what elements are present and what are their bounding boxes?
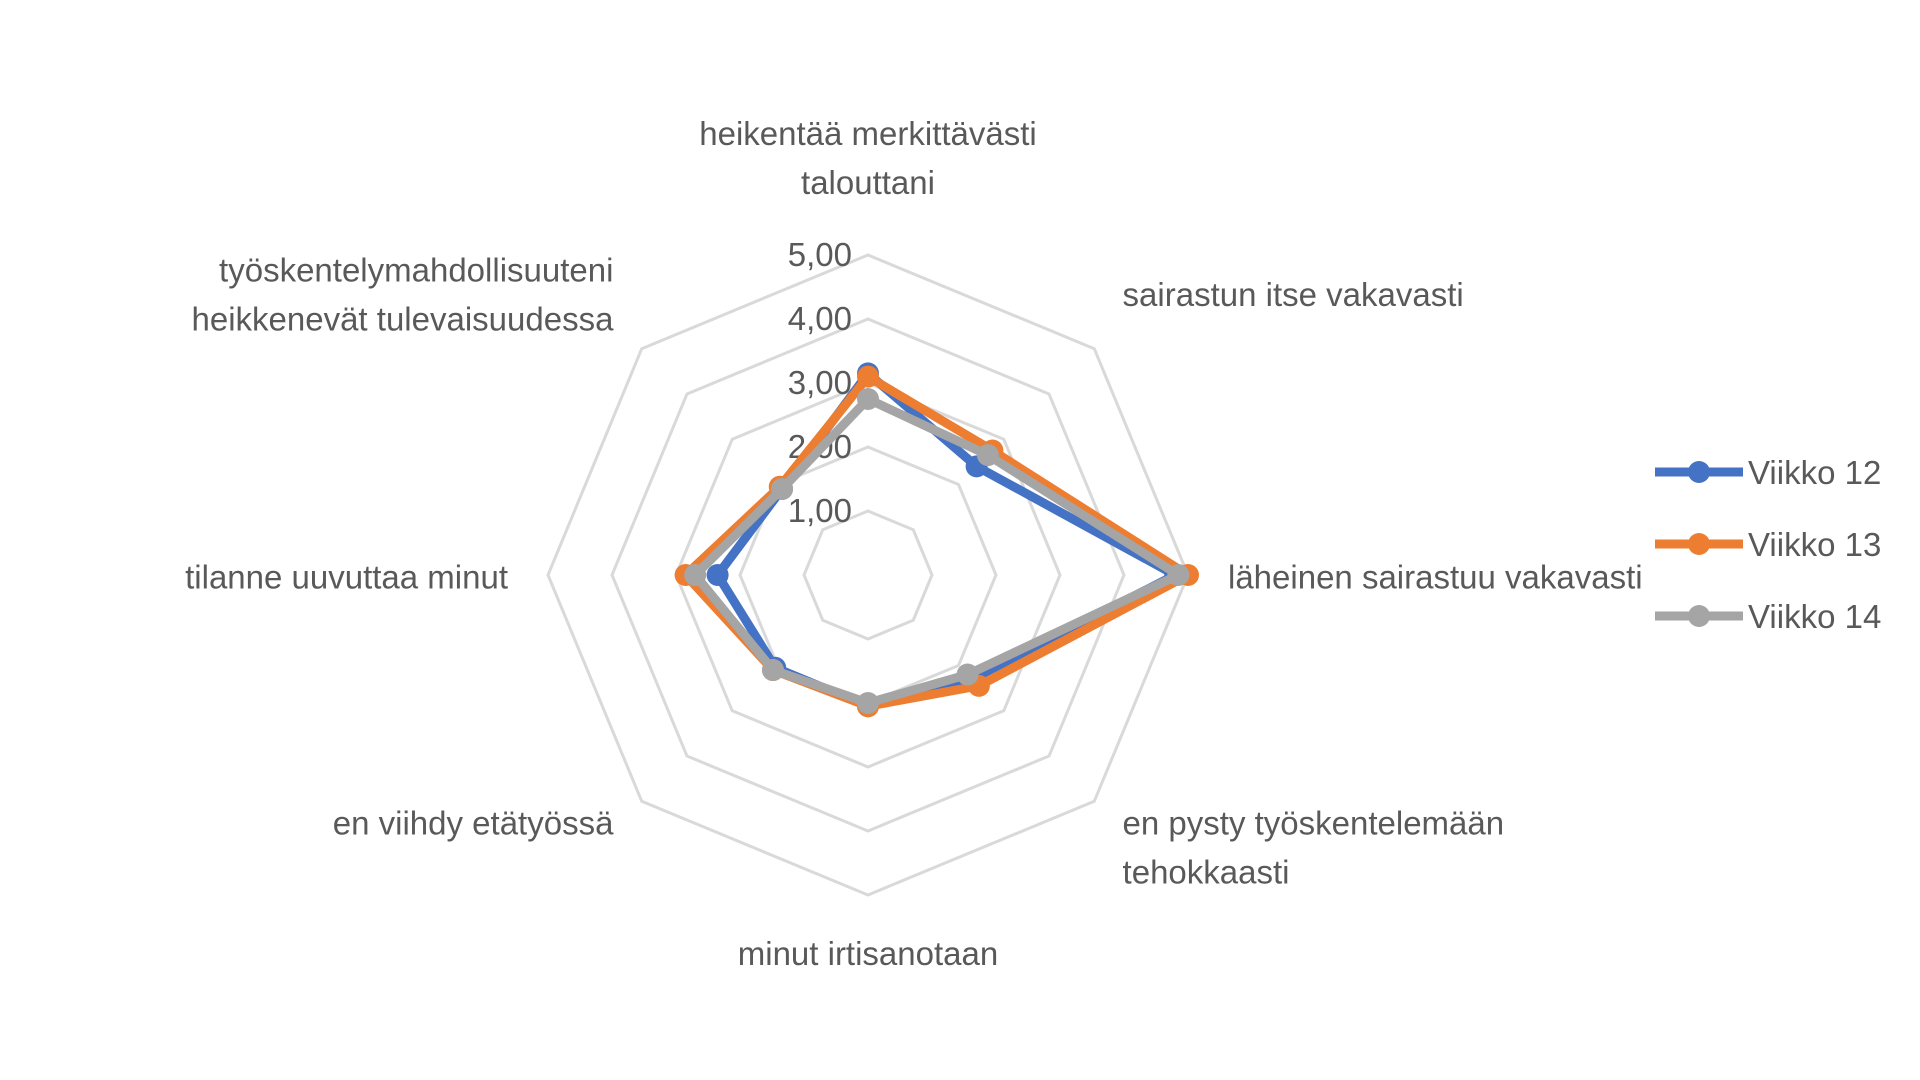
grid-ring-4	[610, 317, 1126, 833]
legend: Viikko 12 Viikko 13 Viikko 14	[1655, 454, 1881, 635]
data-point-viikko-13	[857, 365, 879, 388]
category-label-heikentaa-merkittavasti-taloutani: heikentää merkittävästi talouttani	[699, 115, 1037, 201]
grid-ring-1	[802, 509, 934, 641]
grid-ring-3	[674, 381, 1062, 769]
radar-grid	[546, 253, 1190, 897]
legend-item-viikko-13: Viikko 13	[1655, 526, 1881, 563]
category-labels: heikentää merkittävästi talouttani sairast…	[185, 115, 1642, 972]
tick-label: 4,00	[788, 300, 852, 337]
category-label-laheinen-sairastuu-vakavasti: läheinen sairastuu vakavasti	[1228, 559, 1643, 596]
series-viikko-14	[684, 388, 1190, 714]
tick-label: 5,00	[788, 236, 852, 273]
series-group	[674, 362, 1199, 718]
data-point-viikko-14	[771, 478, 794, 501]
category-label-tyoskentelymahdollisuuteni-heikkenevat-tulevaisuudessa: työskentelymahdollisuuteni heikkenevät tu…	[191, 251, 614, 337]
category-label-en-viihdy-etatyossa: en viihdy etätyössä	[333, 805, 614, 842]
legend-marker	[1688, 461, 1710, 483]
data-point-viikko-14	[956, 663, 979, 686]
grid-ring-5	[546, 253, 1190, 897]
legend-marker	[1688, 605, 1710, 627]
data-point-viikko-14	[761, 659, 784, 682]
legend-label: Viikko 12	[1748, 454, 1881, 491]
category-label-sairastun-itse-vakavasti: sairastun itse vakavasti	[1123, 276, 1464, 313]
data-point-viikko-14	[684, 564, 707, 586]
data-point-viikko-14	[1167, 564, 1190, 586]
category-label-en-pysty-tyoskentelemaan-tehokkaasti: en pysty työskentelemään tehokkaasti	[1123, 805, 1505, 891]
series-line-viikko-14	[690, 394, 1183, 708]
data-point-viikko-14	[857, 692, 879, 714]
legend-label: Viikko 14	[1748, 598, 1881, 635]
tick-label: 3,00	[788, 364, 852, 401]
tick-labels: 1,002,003,004,005,00	[788, 236, 852, 529]
legend-label: Viikko 13	[1748, 526, 1881, 563]
tick-label: 1,00	[788, 492, 852, 529]
data-point-viikko-14	[857, 388, 879, 410]
legend-marker	[1688, 533, 1710, 555]
legend-item-viikko-12: Viikko 12	[1655, 454, 1881, 491]
data-point-viikko-14	[976, 444, 999, 467]
data-point-viikko-12	[706, 564, 729, 586]
category-label-minut-irtisanotaan: minut irtisanotaan	[738, 935, 998, 972]
category-label-tilanne-uuvuttaa-minut: tilanne uuvuttaa minut	[185, 559, 508, 596]
legend-item-viikko-14: Viikko 14	[1655, 598, 1881, 635]
